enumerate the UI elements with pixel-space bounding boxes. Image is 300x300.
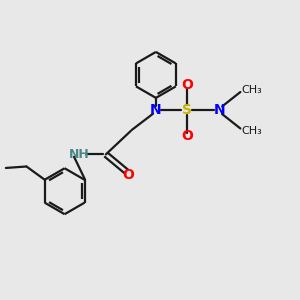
Text: CH₃: CH₃ <box>242 85 262 94</box>
Text: S: S <box>182 103 192 117</box>
Text: O: O <box>123 168 134 182</box>
Text: O: O <box>181 78 193 92</box>
Text: N: N <box>150 103 162 117</box>
Text: N: N <box>213 103 225 117</box>
Text: O: O <box>181 129 193 143</box>
Text: NH: NH <box>69 148 90 161</box>
Text: CH₃: CH₃ <box>242 126 262 136</box>
